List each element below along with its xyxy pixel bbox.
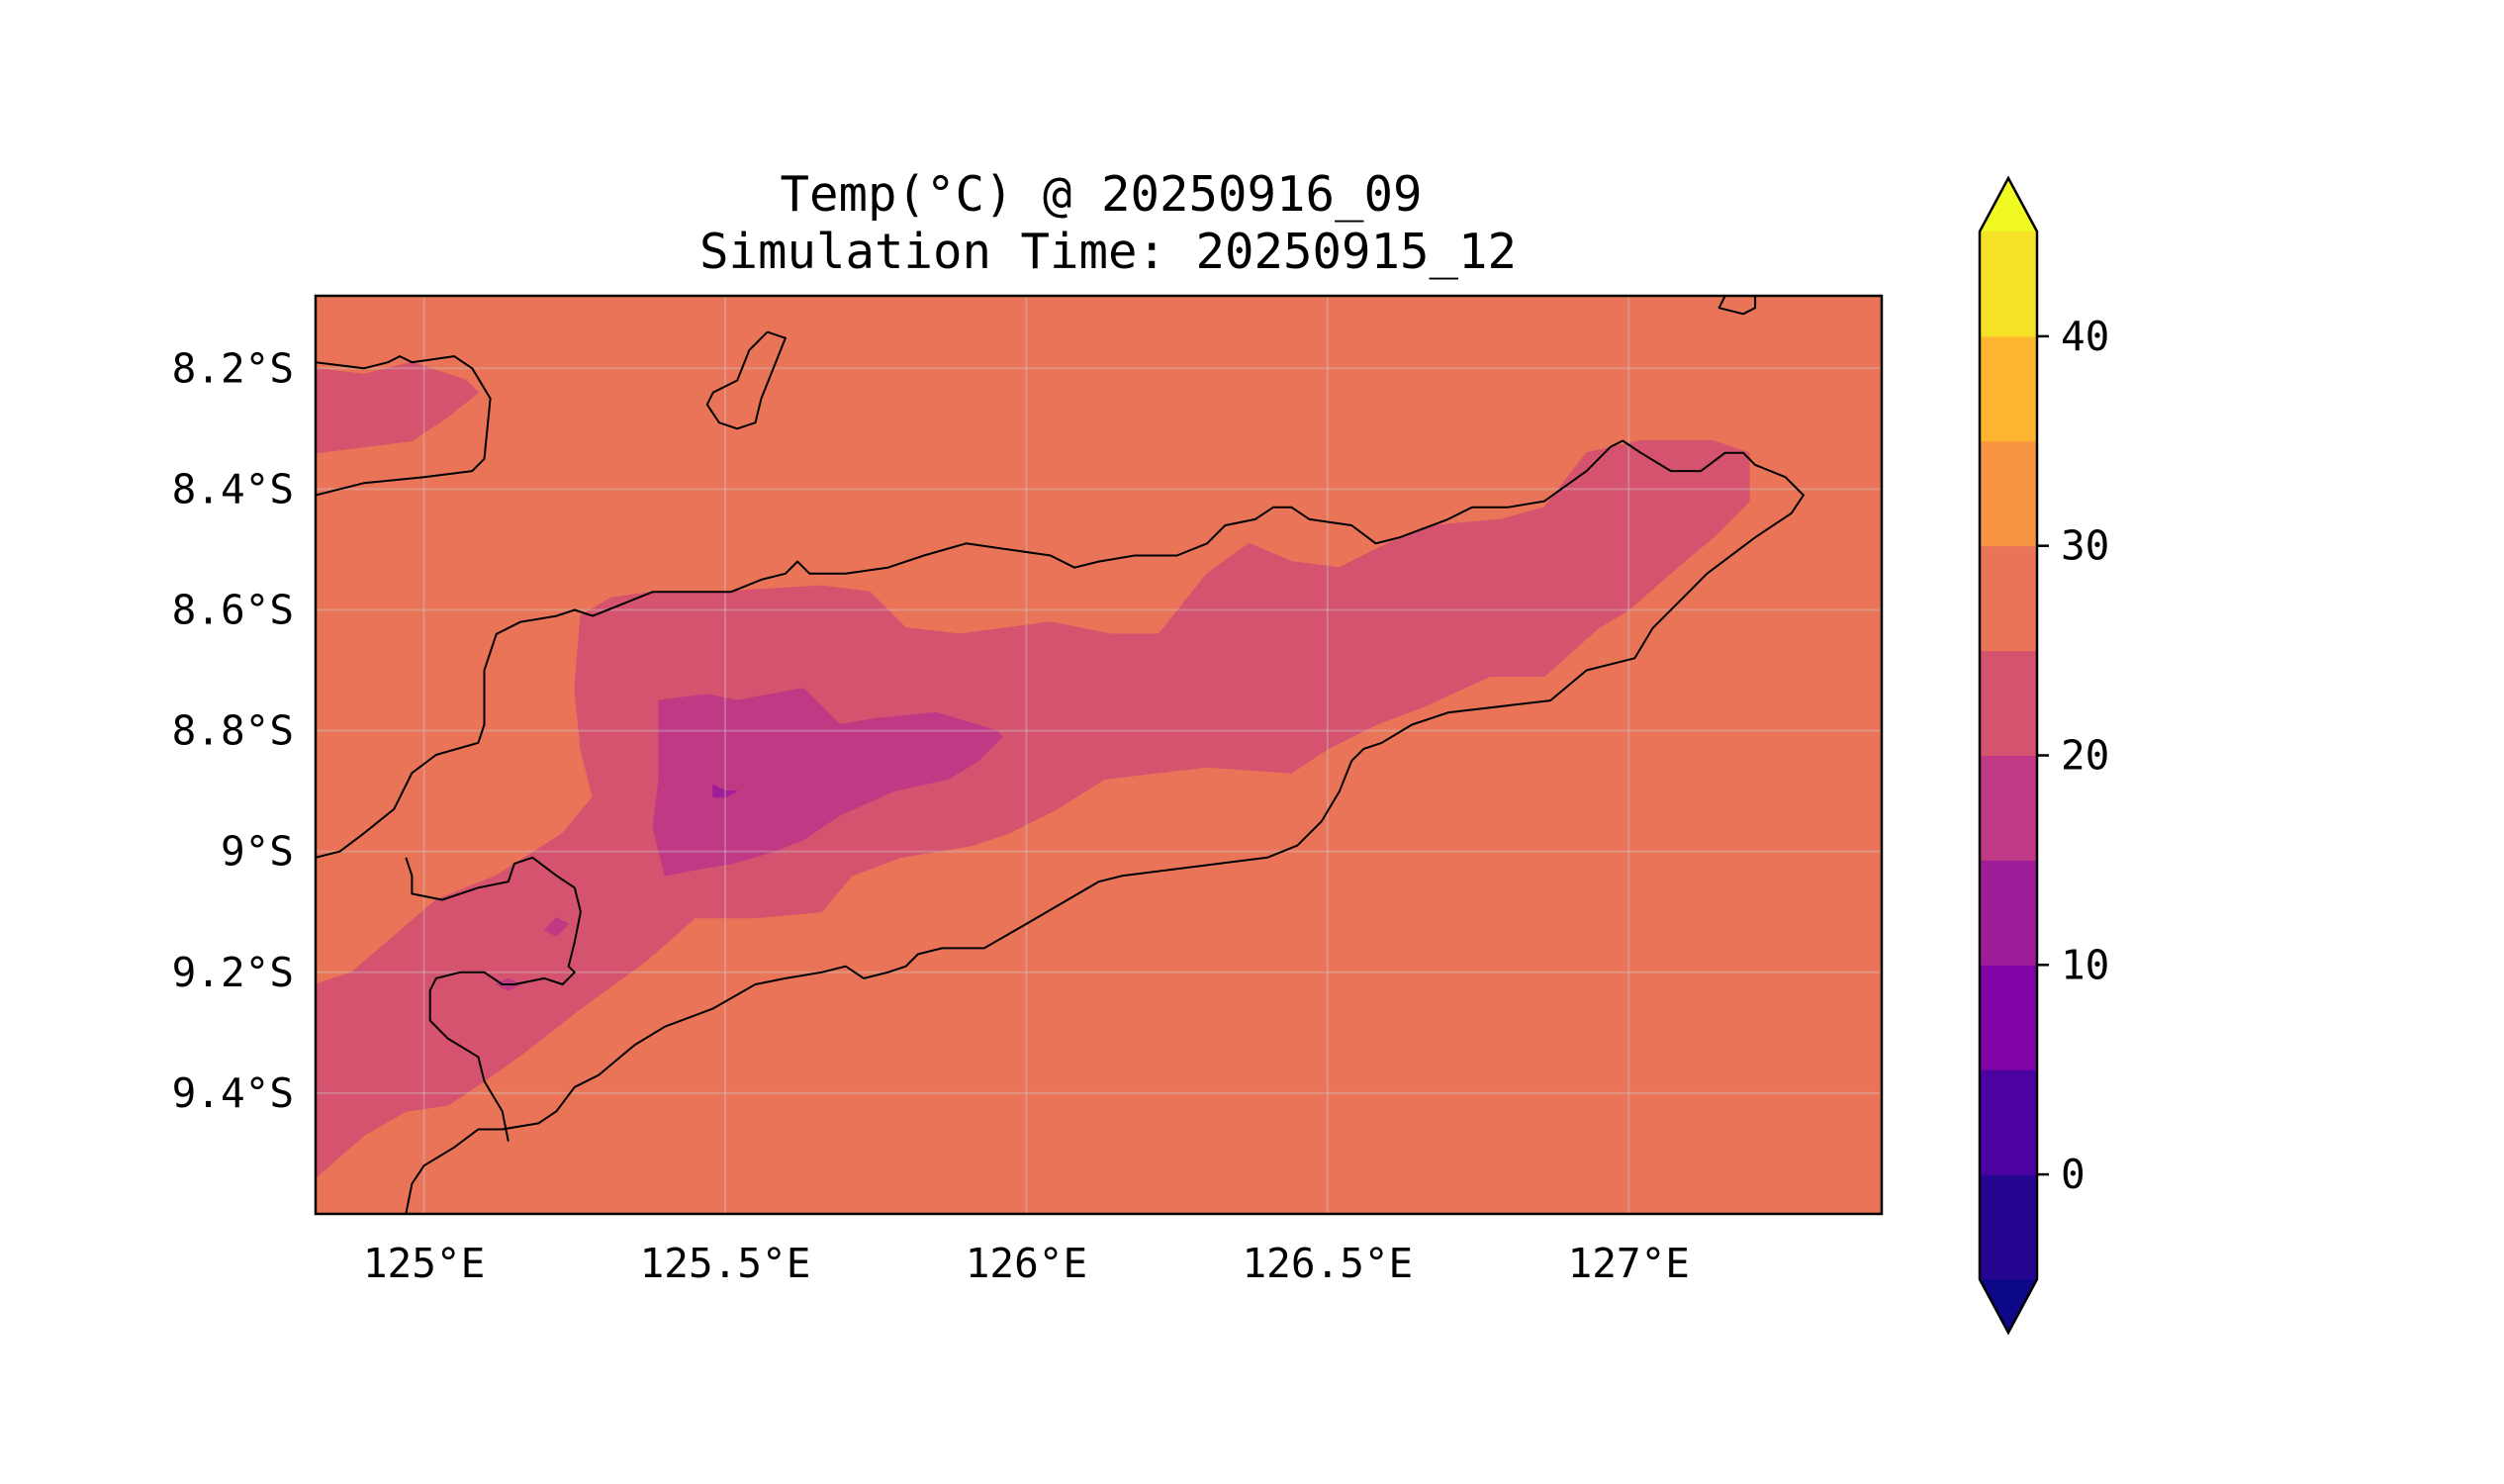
x-tick-label: 125.5°E [640,1240,811,1287]
colorbar-level--5-0 [1980,1174,2037,1280]
contour-region-20-25 [316,440,1750,1179]
colorbar-level-35-40 [1980,335,2037,442]
x-tick-label: 126°E [966,1240,1087,1287]
y-tick-label: 8.2°S [172,344,294,392]
map-plot-area [314,294,1884,1216]
coastlines [316,296,1805,1214]
y-tick-label: 8.6°S [172,586,294,633]
contour-region-15-20 [543,917,570,937]
coastline [1717,296,1757,316]
chart-title-line1: Temp(°C) @ 20250916_09 [780,166,1422,223]
y-tick-label: 9°S [221,828,294,876]
colorbar-tick-label: 30 [2061,522,2109,570]
colorbar-level-25-30 [1980,545,2037,652]
chart-title-line2: Simulation Time: 20250915_12 [699,224,1517,280]
colorbar-level-10-15 [1980,860,2037,966]
colorbar-level-40-45 [1980,232,2037,337]
map-gridlines [316,296,1882,1214]
coastline [316,439,1805,1214]
contour-regions [316,296,1882,1214]
coastline [705,330,787,430]
y-tick-label: 9.4°S [172,1069,294,1117]
colorbar-tick-label: 10 [2061,941,2109,988]
y-tick-label: 8.8°S [172,707,294,755]
colorbar-level-0-5 [1980,1069,2037,1175]
y-tick-label: 8.4°S [172,465,294,512]
colorbar-ticks: 0 10 20 30 40 [2037,313,2109,1198]
colorbar-level-15-20 [1980,755,2037,861]
colorbar-tick-label: 0 [2061,1151,2086,1198]
colorbar-level-30-35 [1980,440,2037,547]
colorbar-outline [1978,175,2039,1336]
colorbar-tick-label: 20 [2061,732,2109,780]
x-tick-label: 126.5°E [1242,1240,1413,1287]
map-frame [314,294,1884,1216]
x-tick-label: 127°E [1568,1240,1690,1287]
coastline [405,856,582,1142]
contour-region-10-15 [712,784,738,798]
coastline [316,355,492,497]
x-tick-label: 125°E [363,1240,485,1287]
contour-region-15-20 [652,688,1003,877]
colorbar-extend-max [1980,178,2037,232]
x-axis-ticks: 125°E 125.5°E 126°E 126.5°E 127°E [363,1240,1690,1287]
colorbar [1978,175,2039,1336]
colorbar-level-20-25 [1980,650,2037,756]
y-axis-ticks: 8.2°S 8.4°S 8.6°S 8.8°S 9°S 9.2°S 9.4°S [172,344,294,1117]
colorbar-tick-label: 40 [2061,313,2109,360]
colorbar-level-5-10 [1980,965,2037,1070]
contour-region-20-25 [316,361,480,454]
colorbar-extend-min [1980,1279,2037,1333]
y-tick-label: 9.2°S [172,949,294,996]
